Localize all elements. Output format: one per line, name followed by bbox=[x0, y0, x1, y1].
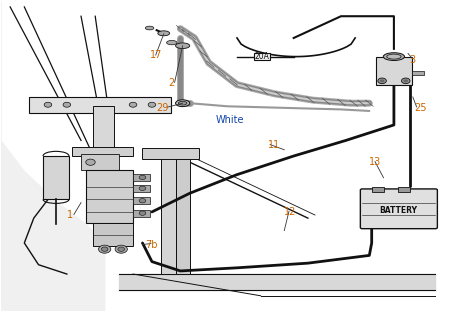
Text: 3: 3 bbox=[410, 55, 416, 65]
Circle shape bbox=[139, 211, 146, 215]
Bar bbox=[43, 156, 69, 199]
Polygon shape bbox=[0, 1, 105, 311]
Bar bbox=[372, 187, 383, 192]
Text: 7b: 7b bbox=[145, 240, 157, 250]
Circle shape bbox=[403, 79, 408, 82]
Bar bbox=[376, 56, 412, 85]
Bar bbox=[133, 185, 150, 192]
Ellipse shape bbox=[387, 54, 401, 59]
Circle shape bbox=[380, 79, 384, 82]
Circle shape bbox=[378, 78, 386, 84]
Ellipse shape bbox=[383, 53, 404, 61]
Bar bbox=[133, 197, 150, 204]
Ellipse shape bbox=[158, 31, 170, 36]
Bar bbox=[254, 52, 270, 60]
Bar bbox=[81, 154, 119, 170]
Bar bbox=[175, 156, 190, 274]
Bar bbox=[29, 97, 171, 113]
Text: 20A: 20A bbox=[255, 52, 269, 61]
Circle shape bbox=[86, 159, 95, 165]
Ellipse shape bbox=[146, 26, 154, 30]
Ellipse shape bbox=[175, 43, 190, 49]
Circle shape bbox=[139, 175, 146, 180]
Bar bbox=[161, 156, 175, 274]
Text: 11: 11 bbox=[268, 140, 280, 150]
Bar bbox=[93, 223, 133, 246]
Circle shape bbox=[118, 247, 125, 251]
Circle shape bbox=[115, 245, 128, 253]
Bar bbox=[143, 148, 199, 159]
Bar bbox=[398, 187, 410, 192]
Bar bbox=[133, 174, 150, 181]
Circle shape bbox=[99, 245, 111, 253]
Text: 29: 29 bbox=[156, 103, 169, 113]
Ellipse shape bbox=[175, 100, 190, 107]
Bar bbox=[86, 170, 133, 223]
Ellipse shape bbox=[178, 101, 187, 105]
Text: White: White bbox=[216, 115, 244, 125]
Circle shape bbox=[148, 102, 156, 107]
Circle shape bbox=[401, 78, 410, 84]
Text: 2: 2 bbox=[168, 78, 175, 88]
Circle shape bbox=[44, 102, 52, 107]
Text: 25: 25 bbox=[414, 103, 427, 113]
Text: 1: 1 bbox=[67, 210, 73, 220]
Circle shape bbox=[129, 102, 137, 107]
Bar bbox=[93, 106, 114, 150]
Bar bbox=[133, 210, 150, 217]
FancyBboxPatch shape bbox=[360, 189, 438, 229]
Circle shape bbox=[139, 198, 146, 203]
Bar bbox=[72, 147, 133, 156]
Circle shape bbox=[139, 186, 146, 191]
Text: 13: 13 bbox=[369, 157, 382, 167]
Text: 12: 12 bbox=[284, 207, 297, 217]
Text: 17: 17 bbox=[150, 50, 162, 60]
Ellipse shape bbox=[166, 41, 177, 45]
Circle shape bbox=[101, 247, 108, 251]
Bar bbox=[412, 71, 424, 75]
Text: BATTERY: BATTERY bbox=[380, 206, 418, 215]
Circle shape bbox=[63, 102, 71, 107]
